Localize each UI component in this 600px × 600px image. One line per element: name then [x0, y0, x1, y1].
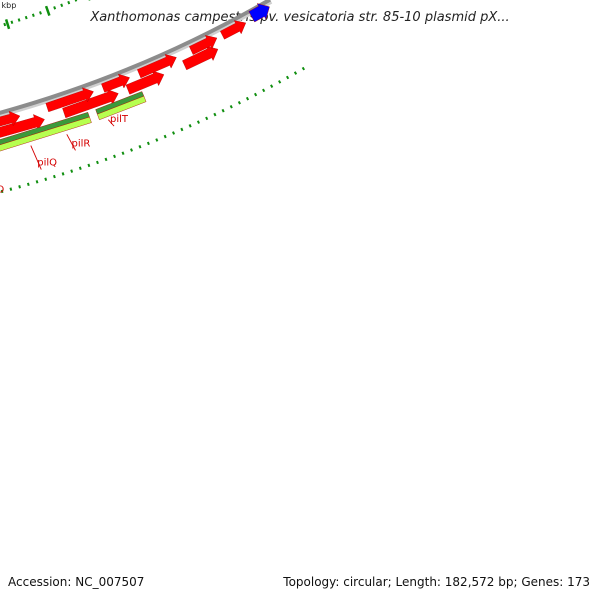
gene-label-leader	[66, 134, 76, 151]
gene-label: pilT	[110, 114, 129, 125]
outer-tick-mark	[180, 127, 184, 132]
outer-tick-mark	[113, 154, 116, 159]
outer-tick-mark	[163, 134, 167, 139]
gene-label: pilR	[71, 138, 90, 149]
outer-tick-mark	[9, 187, 13, 191]
outer-tick-mark	[104, 157, 108, 162]
outer-tick-mark	[293, 71, 298, 75]
gene-label: pilQ	[37, 158, 57, 169]
gene-label: pilO	[0, 184, 4, 195]
inner-tick-mark	[31, 13, 35, 18]
outer-tick-mark	[245, 96, 250, 101]
inner-tick-mark	[60, 3, 64, 8]
inner-tick-mark	[24, 15, 28, 20]
gene-label-leader	[107, 119, 115, 127]
outer-tick-mark	[18, 185, 21, 189]
kbp-label: 16 kbp	[0, 1, 16, 10]
cds-arrow-forward	[101, 73, 130, 93]
topology-summary: Topology: circular; Length: 182,572 bp; …	[283, 575, 590, 589]
outer-tick-mark	[172, 131, 176, 135]
cds-arrow-forward	[125, 70, 165, 95]
kbp-major-tick	[44, 5, 51, 16]
outer-tick-mark	[254, 92, 258, 97]
outer-tick-mark	[0, 189, 4, 194]
cds-arrow-forward	[0, 114, 45, 138]
outer-tick-mark	[26, 182, 30, 187]
outer-tick-mark	[278, 80, 282, 84]
inner-tick-mark	[39, 11, 42, 15]
kbp-major-tick	[4, 18, 11, 30]
outer-tick-mark	[44, 177, 48, 181]
outer-tick-mark	[237, 100, 241, 105]
cds-arrow-forward	[189, 35, 218, 55]
outer-tick-mark	[188, 124, 192, 128]
cds-arrow-forward	[220, 20, 247, 40]
map-title: Xanthomonas campestris pv. vesicatoria s…	[90, 10, 510, 25]
accession-label: Accession: NC_007507	[8, 575, 145, 589]
gene-label-leader	[30, 145, 42, 170]
cds-arrow-forward	[45, 87, 94, 113]
cds-arrow-forward	[137, 54, 177, 79]
backbone-circle	[0, 0, 271, 115]
feature-bar-light	[97, 95, 147, 121]
outer-tick-mark	[229, 104, 233, 109]
outer-tick-mark	[221, 108, 225, 113]
inner-tick-mark	[67, 0, 71, 5]
outer-tick-mark	[121, 151, 125, 155]
outer-tick-mark	[285, 75, 290, 80]
outer-tick-mark	[205, 116, 209, 121]
outer-tick-mark	[53, 174, 56, 179]
inner-tick-mark	[74, 0, 78, 2]
outer-tick-mark	[213, 112, 217, 117]
outer-tick-mark	[301, 66, 305, 71]
inner-tick-mark	[10, 20, 14, 24]
cds-arrow-forward	[62, 88, 119, 119]
outer-tick-mark	[138, 144, 142, 149]
outer-tick-mark	[78, 166, 82, 171]
outer-tick-mark	[155, 138, 159, 142]
outer-tick-mark	[146, 141, 150, 146]
inner-tick-mark	[17, 18, 21, 22]
outer-tick-mark	[61, 172, 65, 176]
outer-tick-mark	[96, 160, 99, 165]
outer-tick-mark	[87, 163, 91, 168]
outer-tick-mark	[196, 120, 200, 124]
outer-tick-mark	[270, 84, 274, 88]
inner-tick-mark	[53, 6, 57, 10]
inner-tick-mark	[3, 22, 7, 27]
outer-tick-mark	[130, 148, 133, 152]
cds-arrow-forward	[182, 45, 219, 71]
cds-arrow-forward	[0, 110, 21, 127]
cds-arrow-reverse	[248, 3, 270, 23]
outer-tick-mark	[262, 88, 266, 93]
feature-bar-light	[0, 116, 92, 152]
outer-tick-mark	[35, 180, 39, 184]
outer-tick-mark	[70, 169, 74, 173]
